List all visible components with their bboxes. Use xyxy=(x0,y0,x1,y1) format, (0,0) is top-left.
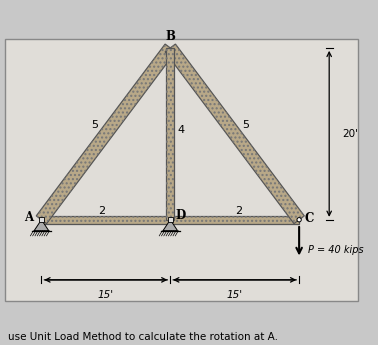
Text: 20': 20' xyxy=(342,129,358,139)
Polygon shape xyxy=(166,48,174,220)
Polygon shape xyxy=(34,220,49,231)
FancyBboxPatch shape xyxy=(168,217,173,222)
Text: 5: 5 xyxy=(91,120,98,130)
Text: C: C xyxy=(305,211,314,225)
Text: 15': 15' xyxy=(227,290,243,300)
Text: 5: 5 xyxy=(242,120,249,130)
Text: P = 40 kips: P = 40 kips xyxy=(308,245,363,255)
Text: 2: 2 xyxy=(235,206,243,216)
Polygon shape xyxy=(42,216,299,224)
Text: use Unit Load Method to calculate the rotation at A.: use Unit Load Method to calculate the ro… xyxy=(8,332,277,342)
Text: B: B xyxy=(165,30,175,43)
Polygon shape xyxy=(36,44,175,224)
Polygon shape xyxy=(163,220,178,231)
Text: 4: 4 xyxy=(177,125,184,135)
FancyBboxPatch shape xyxy=(5,39,358,301)
Polygon shape xyxy=(165,44,304,224)
Text: A: A xyxy=(24,211,33,224)
Text: 15': 15' xyxy=(98,290,114,300)
Circle shape xyxy=(297,218,301,222)
Text: D: D xyxy=(175,209,186,222)
Text: 2: 2 xyxy=(98,206,105,216)
FancyBboxPatch shape xyxy=(39,217,44,222)
